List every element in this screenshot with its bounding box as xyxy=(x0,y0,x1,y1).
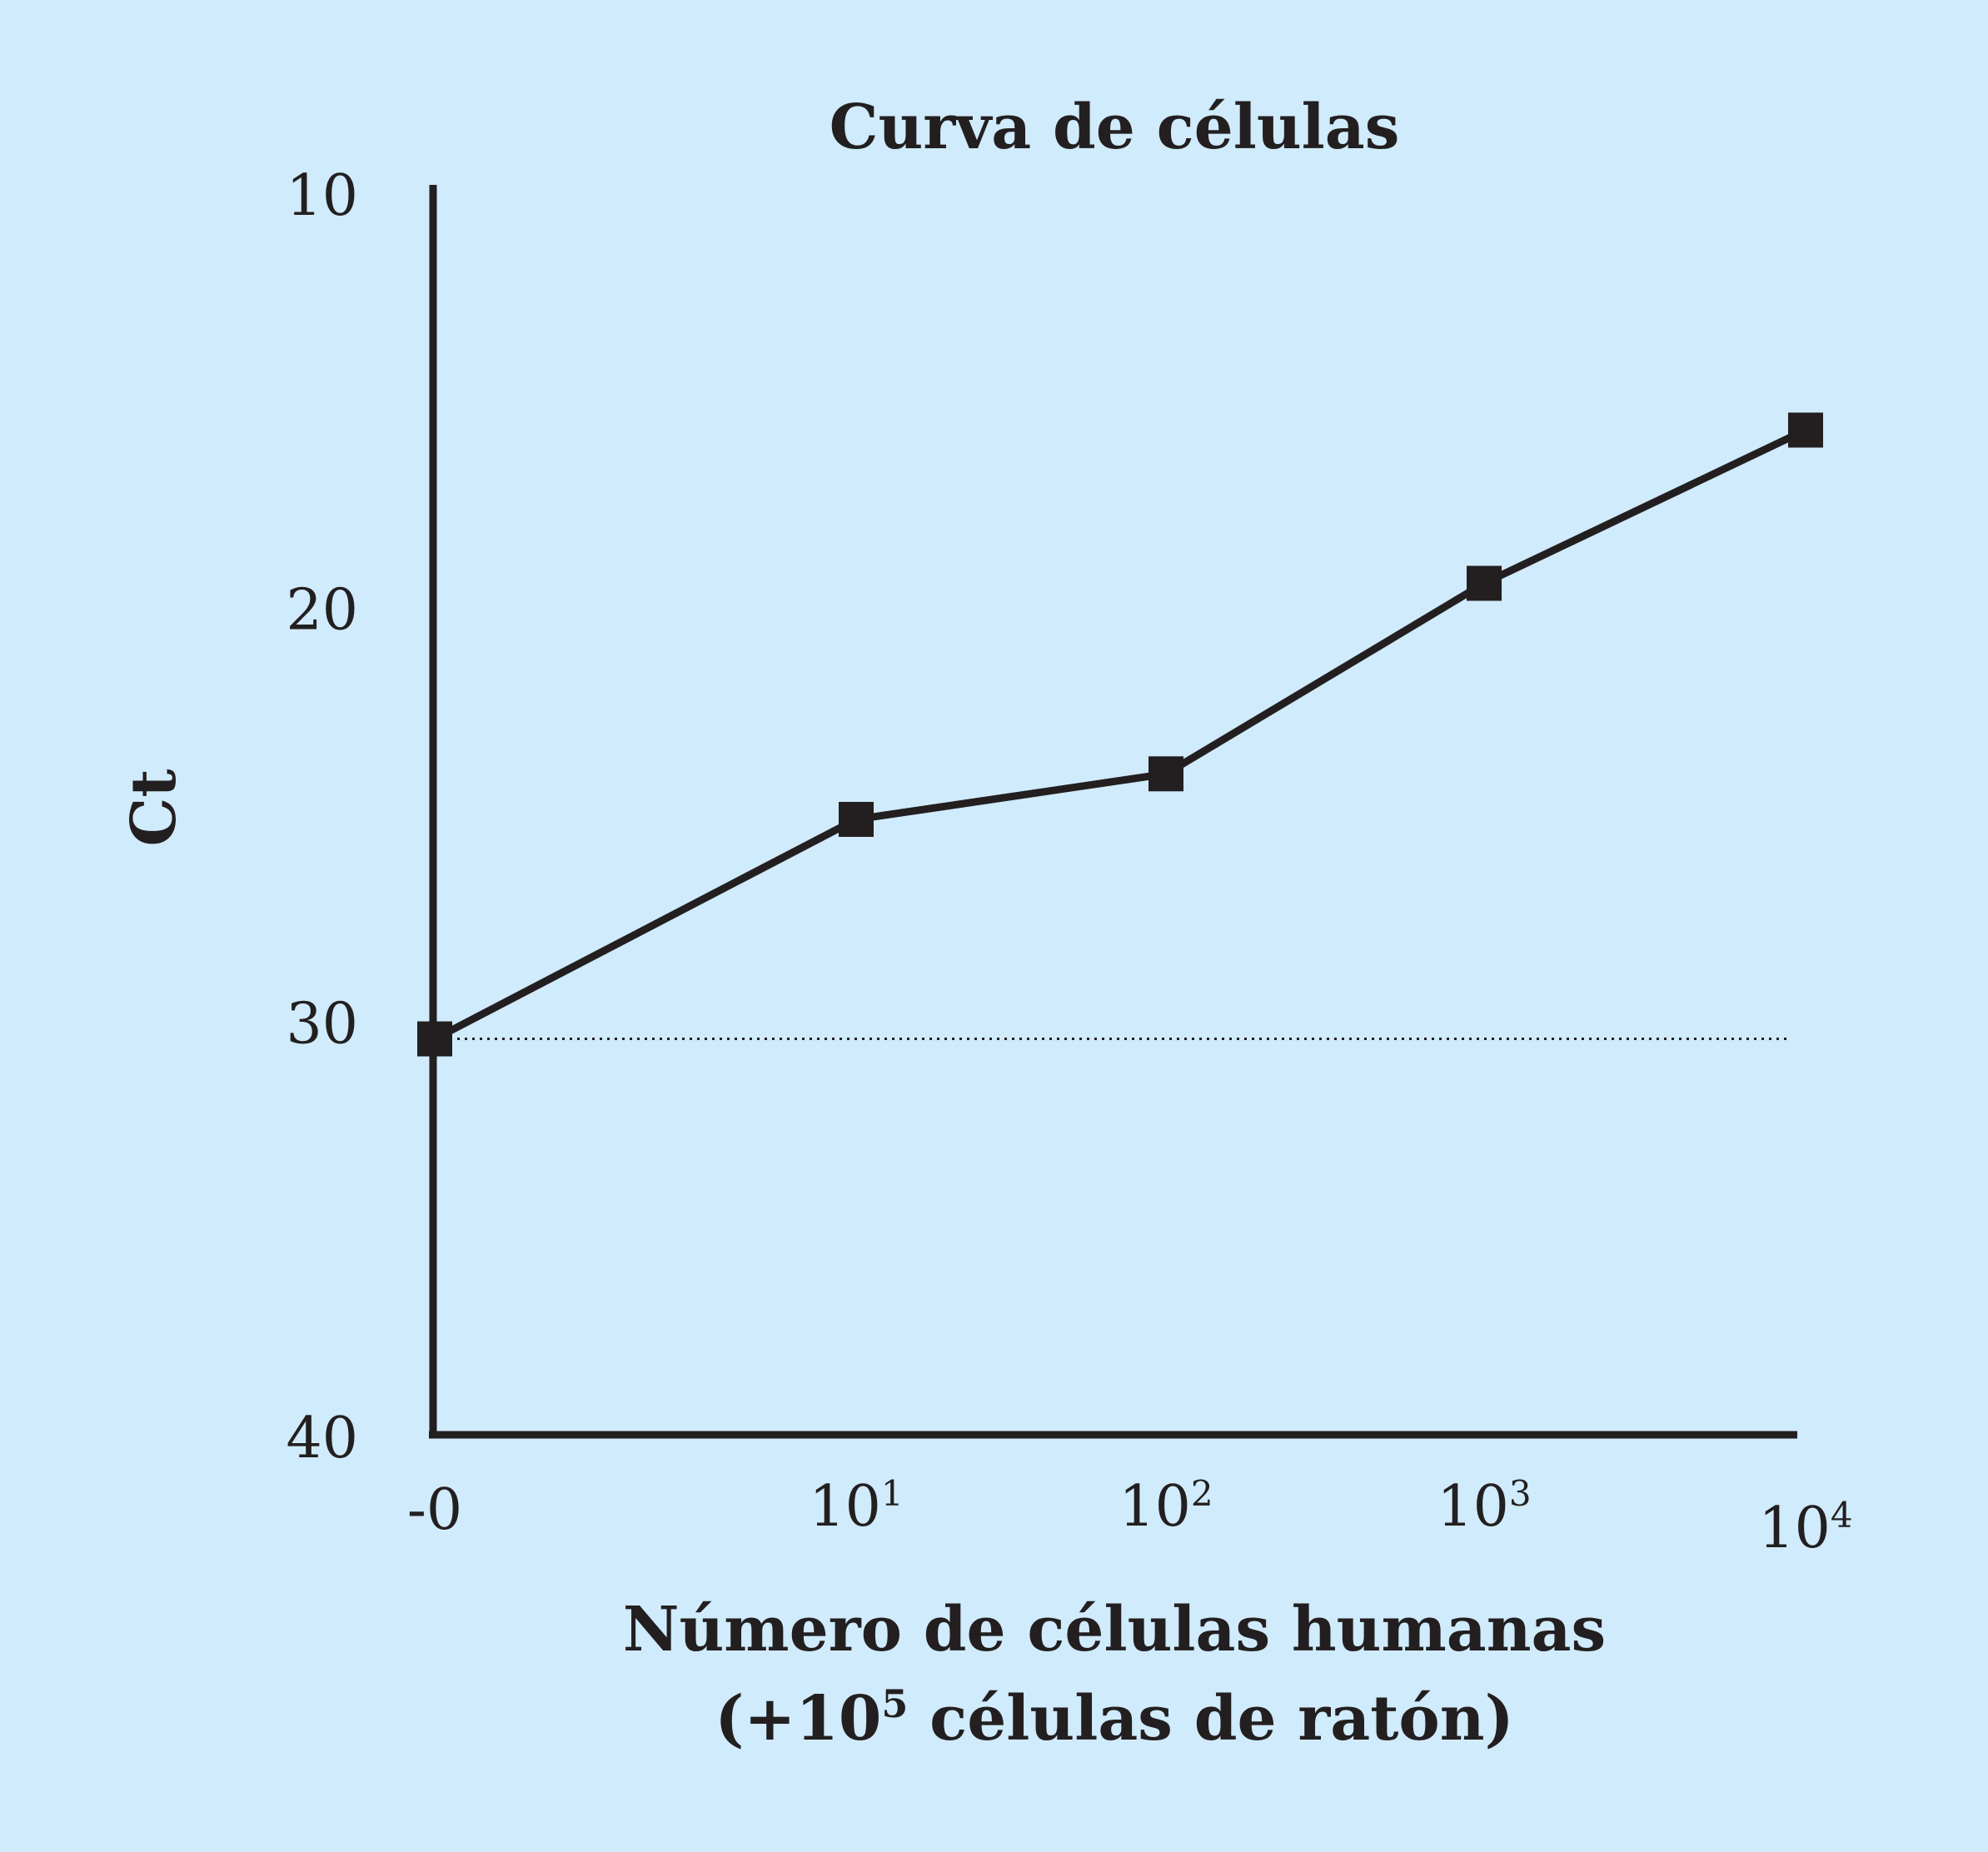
x-tick-labels: -0 101 102 103 104 xyxy=(407,1473,1853,1562)
x-tick-label: 103 xyxy=(1437,1473,1531,1541)
x-tick-label: 104 xyxy=(1758,1495,1852,1562)
x-tick-label: -0 xyxy=(407,1477,462,1543)
y-tick-labels: 10 20 30 40 xyxy=(286,163,358,1471)
data-point-marker xyxy=(1467,565,1502,601)
data-markers xyxy=(417,412,1823,1057)
x-axis-label-line1: Número de células humanas xyxy=(623,1594,1606,1665)
y-tick-label: 20 xyxy=(286,577,358,643)
data-point-marker xyxy=(839,801,874,837)
chart-title: Curva de células xyxy=(830,92,1400,163)
data-point-marker xyxy=(1788,412,1823,448)
y-tick-label: 30 xyxy=(286,992,358,1058)
data-point-marker xyxy=(417,1021,452,1057)
x-axis-label-line2: (+105 células de ratón) xyxy=(715,1681,1513,1755)
x-tick-label: 101 xyxy=(809,1473,903,1541)
x-tick-label: 102 xyxy=(1119,1473,1213,1541)
y-tick-label: 10 xyxy=(286,163,358,229)
y-axis-label: Ct xyxy=(118,769,190,846)
y-tick-label: 40 xyxy=(286,1406,358,1471)
series-line xyxy=(432,426,1807,1043)
data-point-marker xyxy=(1148,756,1183,792)
